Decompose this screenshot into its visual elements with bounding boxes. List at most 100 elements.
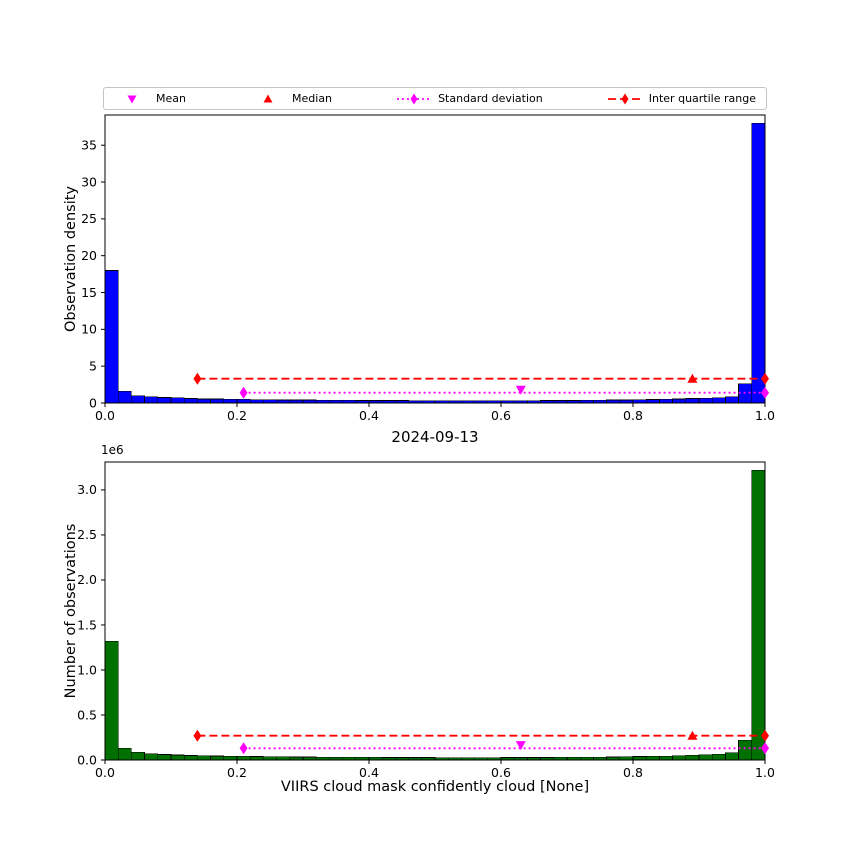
y-axis-offset-label: 1e6 (101, 443, 124, 457)
x-tick-label: 0.6 (491, 408, 511, 423)
y-tick-label: 2.5 (77, 527, 97, 542)
histogram-bar (645, 756, 660, 761)
triangle-up-marker (687, 730, 698, 740)
y-tick-label: 20 (81, 248, 97, 263)
stat-overlays (193, 372, 769, 399)
histogram-bar (725, 396, 739, 404)
diamond-marker (761, 372, 769, 385)
legend-item-mean: Mean (114, 92, 186, 106)
histogram-bar (711, 753, 726, 761)
y-tick-label: 15 (81, 285, 97, 300)
histogram-bar (144, 753, 159, 761)
observation-density-histogram: 0.0 0.2 0.4 0.6 0.8 1.0 0 5 10 15 20 25 30 35 (81, 114, 775, 423)
histogram-bar (711, 397, 726, 404)
histogram-bar (223, 398, 238, 404)
histogram-bar (104, 270, 119, 404)
y-tick-label: 30 (81, 174, 97, 189)
y-tick-label: 5 (89, 358, 97, 373)
histogram-bar (738, 739, 753, 761)
histogram-bar (236, 398, 251, 404)
triangle-up-marker (687, 373, 698, 383)
x-tick-label: 0.8 (623, 408, 643, 423)
stat-overlays (193, 729, 769, 755)
x-tick-label: 0.4 (359, 765, 379, 780)
diamond-marker (761, 742, 769, 755)
histogram-bar (131, 751, 145, 761)
histogram-bar (645, 399, 660, 404)
y-tick-label: 0 (89, 395, 97, 410)
y-tick-label: 1.0 (77, 662, 97, 677)
histogram-bar (197, 755, 211, 761)
histogram-bar (659, 398, 673, 404)
y-axis-label-count: Number of observations (63, 523, 79, 699)
histogram-bar (751, 122, 766, 404)
histogram-bar (170, 397, 185, 404)
diamond-marker (193, 372, 202, 385)
histogram-bar (698, 754, 713, 761)
histogram-bar (183, 398, 198, 404)
histogram-bar (672, 398, 687, 404)
legend-item-inter-quartile-range: Inter quartile range (607, 92, 756, 106)
x-tick-label: 0.4 (359, 408, 379, 423)
histogram-bar (183, 755, 198, 761)
histogram-bar (117, 390, 132, 404)
histogram-bar (698, 397, 713, 404)
histogram-bar (157, 754, 172, 761)
triangle-down-marker (515, 385, 526, 395)
diamond-marker (761, 386, 769, 399)
legend-label-inter-quartile-range: Inter quartile range (648, 92, 756, 105)
y-tick-label: 35 (81, 137, 97, 152)
x-tick-label: 0.0 (95, 408, 115, 423)
y-tick-label: 0.0 (77, 752, 97, 767)
histogram-bar (144, 396, 159, 404)
histogram-bar (632, 756, 647, 761)
legend-label-median: Median (292, 92, 333, 105)
observation-count-histogram: 0.0 0.2 0.4 0.6 0.8 1.0 0.0 0.5 1.0 1.5 2.0 2.5 3.0 (77, 461, 775, 780)
y-tick-label: 25 (81, 211, 97, 226)
histogram-bar (170, 754, 185, 761)
y-tick-label: 0.5 (77, 707, 97, 722)
triangle-down-marker (515, 741, 526, 751)
triangle-up-marker (263, 94, 273, 102)
plot-title: 2024-09-13 (391, 428, 479, 446)
histogram-bar (249, 756, 264, 761)
x-tick-label: 1.0 (755, 765, 775, 780)
histogram-bar (104, 640, 119, 761)
y-axis-label-density: Observation density (63, 185, 79, 333)
y-tick-label: 2.0 (77, 572, 97, 587)
histogram-bar (672, 755, 687, 761)
legend-standard-deviation-symbol (397, 93, 432, 104)
diamond-marker (239, 742, 248, 755)
triangle-down-marker (127, 95, 137, 103)
histogram-bar (751, 469, 766, 761)
histogram-bar (685, 754, 700, 761)
diamond-marker (239, 386, 248, 399)
legend-mean-symbol (127, 95, 137, 103)
x-tick-label: 0.8 (623, 765, 643, 780)
y-tick-label: 10 (81, 322, 97, 337)
legend-label-standard-deviation: Standard deviation (438, 92, 543, 105)
histogram-bar (197, 398, 211, 404)
histogram-bar (210, 755, 225, 761)
diamond-marker (761, 729, 769, 742)
histogram-bar (223, 755, 238, 761)
histogram-bar (725, 752, 739, 761)
diamond-marker (410, 93, 418, 104)
histogram-bar (117, 747, 132, 761)
legend-item-median: Median (250, 92, 332, 106)
histogram-bar (685, 398, 700, 404)
x-axis-label: VIIRS cloud mask confidently cloud [None… (280, 779, 590, 795)
histogram-bar (236, 756, 251, 761)
legend-item-standard-deviation: Standard deviation (396, 92, 543, 106)
legend-label-mean: Mean (156, 92, 186, 105)
x-tick-label: 0.0 (95, 765, 115, 780)
diamond-marker (621, 93, 629, 104)
legend-median-symbol (263, 94, 273, 102)
histogram-bar (210, 398, 225, 404)
x-tick-label: 1.0 (755, 408, 775, 423)
x-tick-label: 0.2 (227, 765, 247, 780)
diamond-marker (193, 729, 202, 742)
x-tick-label: 0.2 (227, 408, 247, 423)
